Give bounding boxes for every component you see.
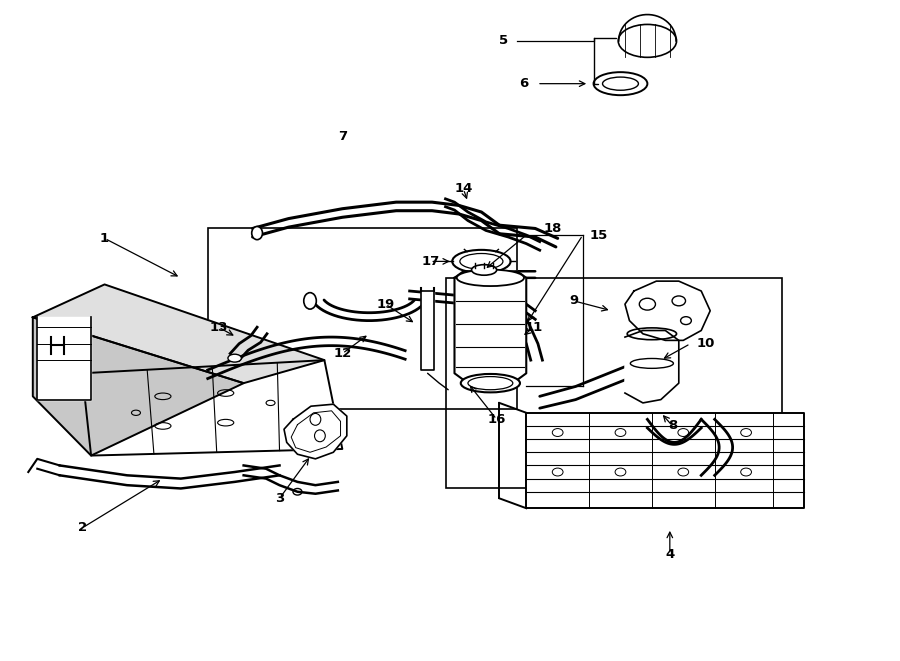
Polygon shape [454,271,526,380]
Text: 19: 19 [376,297,394,311]
Text: 2: 2 [77,522,86,535]
Polygon shape [37,317,91,400]
Text: 12: 12 [333,347,352,360]
Text: 9: 9 [570,294,579,307]
Text: 4: 4 [665,548,674,561]
Text: 13: 13 [210,321,228,334]
Bar [446,278,782,488]
Polygon shape [421,291,434,370]
Ellipse shape [456,270,524,286]
Polygon shape [625,281,710,340]
Text: 18: 18 [544,222,562,235]
Text: 10: 10 [697,337,716,350]
Polygon shape [284,405,346,459]
Ellipse shape [304,293,316,309]
Polygon shape [526,412,805,508]
Text: 16: 16 [488,413,506,426]
Ellipse shape [472,264,497,275]
Polygon shape [625,330,679,403]
Polygon shape [32,317,244,455]
Text: 8: 8 [668,420,677,432]
Text: 1: 1 [100,232,109,245]
Text: 3: 3 [274,492,284,505]
Text: 7: 7 [338,130,346,143]
Polygon shape [32,284,324,383]
Text: 17: 17 [421,255,439,268]
Text: 11: 11 [525,321,543,334]
Text: 6: 6 [519,77,528,90]
Ellipse shape [228,354,241,362]
Text: 14: 14 [454,182,472,196]
Text: 5: 5 [500,34,508,48]
Ellipse shape [461,374,520,393]
Polygon shape [82,360,342,455]
Text: 15: 15 [590,229,608,241]
Bar [208,229,518,409]
Ellipse shape [252,227,263,240]
